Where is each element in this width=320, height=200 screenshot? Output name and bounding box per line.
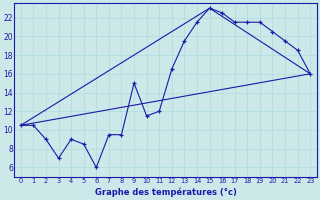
X-axis label: Graphe des températures (°c): Graphe des températures (°c) <box>95 187 236 197</box>
